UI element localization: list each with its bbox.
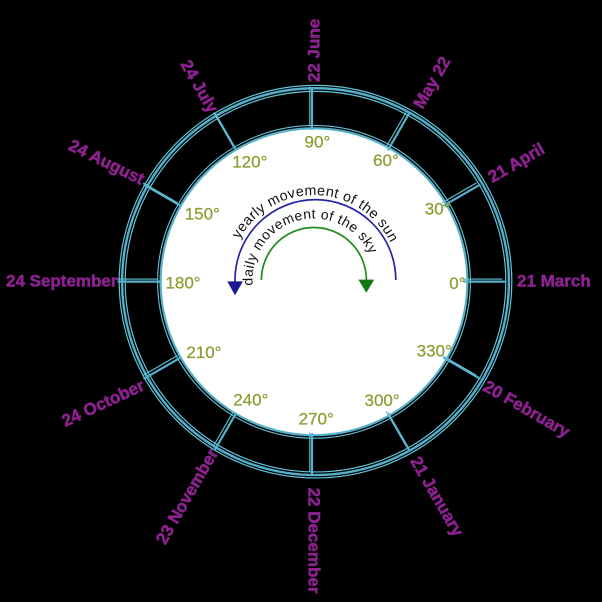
svg-text:300°: 300° <box>365 391 400 410</box>
svg-text:150°: 150° <box>185 204 220 223</box>
svg-text:0°: 0° <box>449 274 465 293</box>
svg-text:24 September: 24 September <box>6 271 118 290</box>
svg-text:60°: 60° <box>373 151 399 170</box>
svg-text:330°: 330° <box>417 342 452 361</box>
svg-text:22 December: 22 December <box>305 488 324 594</box>
svg-text:30°: 30° <box>425 200 451 219</box>
svg-text:21 March: 21 March <box>517 271 591 290</box>
svg-text:22 June: 22 June <box>304 19 323 82</box>
svg-text:240°: 240° <box>233 391 268 410</box>
svg-text:120°: 120° <box>232 153 267 172</box>
svg-text:90°: 90° <box>305 133 331 152</box>
svg-text:180°: 180° <box>165 273 200 292</box>
svg-text:270°: 270° <box>299 409 334 428</box>
svg-text:210°: 210° <box>186 343 221 362</box>
